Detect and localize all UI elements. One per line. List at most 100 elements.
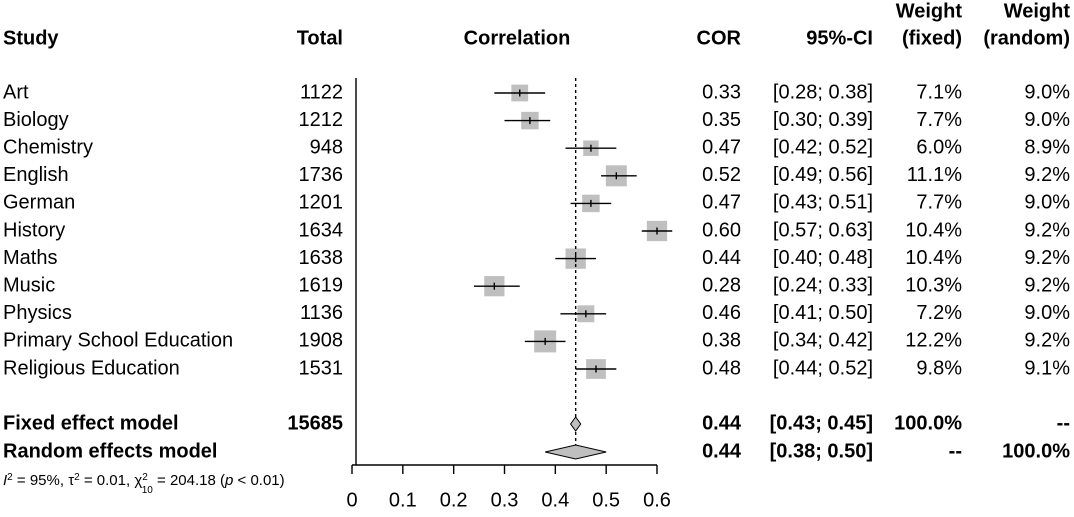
study-total: 1531 [299, 357, 344, 379]
i2-value: = 95%, [13, 472, 68, 489]
study-total: 1212 [299, 109, 344, 131]
table-row: English 1736 0.52 [0.49; 0.56] 11.1% 9.2% [3, 164, 1070, 186]
study-total: 1122 [300, 81, 343, 103]
table-row: History 1634 0.60 [0.57; 0.63] 10.4% 9.2% [3, 219, 1070, 241]
summary-weight-fixed: -- [949, 440, 962, 462]
x-tick-label: 0.6 [643, 489, 671, 511]
study-name: Primary School Education [3, 330, 233, 352]
summary-row: Fixed effect model 15685 0.44 [0.43; 0.45] 1… [3, 412, 1070, 434]
summary-ci: [0.38; 0.50] [770, 440, 873, 462]
study-weight-random: 9.0% [1024, 302, 1070, 324]
study-weight-fixed: 7.1% [916, 81, 962, 103]
study-ci: [0.34; 0.42] [773, 330, 873, 352]
x-axis: 0 0.1 0.2 0.3 0.4 0.5 0.6 [346, 464, 671, 511]
study-ci: [0.41; 0.50] [773, 302, 873, 324]
study-weight-fixed: 6.0% [916, 136, 962, 158]
study-total: 1136 [300, 302, 343, 324]
study-cor: 0.52 [702, 164, 741, 186]
study-weight-random: 9.0% [1024, 109, 1070, 131]
study-cor: 0.28 [702, 274, 741, 296]
study-weight-random: 9.2% [1024, 219, 1070, 241]
p-value: < 0.01) [233, 472, 284, 489]
summary-diamond [569, 416, 582, 432]
header-correlation: Correlation [464, 27, 571, 49]
study-weight-fixed: 11.1% [907, 164, 962, 186]
header-weight-fixed-2: (fixed) [902, 27, 962, 49]
study-total: 1736 [299, 164, 344, 186]
study-cor: 0.35 [702, 109, 741, 131]
chi2-superscript: 2 [142, 472, 148, 483]
tau2-value: = 0.01, [80, 472, 135, 489]
p-symbol: p [224, 472, 233, 489]
table-row: Maths 1638 0.44 [0.40; 0.48] 10.4% 9.2% [3, 247, 1070, 269]
summary-weight-random: 100.0% [1002, 440, 1070, 462]
table-row: Biology 1212 0.35 [0.30; 0.39] 7.7% 9.0% [3, 109, 1070, 131]
table-row: Religious Education 1531 0.48 [0.44; 0.52] 9… [3, 357, 1070, 379]
study-ci: [0.30; 0.39] [773, 109, 873, 131]
study-total: 1201 [299, 192, 344, 214]
x-tick-label: 0.3 [491, 489, 519, 511]
study-weight-fixed: 12.2% [905, 330, 962, 352]
study-weight-random: 9.2% [1024, 274, 1070, 296]
study-cor: 0.47 [702, 136, 741, 158]
study-weight-fixed: 10.3% [905, 274, 962, 296]
study-weight-fixed: 7.2% [916, 302, 962, 324]
table-row: Art 1122 0.33 [0.28; 0.38] 7.1% 9.0% [3, 81, 1070, 103]
study-name: Art [3, 81, 29, 103]
x-tick-label: 0.2 [440, 489, 468, 511]
study-ci: [0.49; 0.56] [773, 164, 873, 186]
summary-row: Random effects model 0.44 [0.38; 0.50] -- 10… [3, 440, 1070, 462]
study-weight-fixed: 10.4% [905, 247, 962, 269]
heterogeneity-stats: I2 = 95%, τ2 = 0.01, χ2 10 = 204.18 (p < … [3, 472, 285, 497]
study-cor: 0.44 [702, 247, 741, 269]
column-headers: Study Total Correlation COR 95%-CI Weight (fix… [3, 0, 1070, 49]
study-weight-random: 9.1% [1024, 357, 1070, 379]
summary-cor: 0.44 [702, 440, 742, 462]
study-ci: [0.57; 0.63] [773, 219, 873, 241]
study-total: 1634 [299, 219, 344, 241]
tau2-symbol: τ [68, 472, 74, 489]
study-name: Physics [3, 302, 72, 324]
i2-superscript: 2 [7, 472, 13, 483]
study-weight-fixed: 10.4% [905, 219, 962, 241]
tau2-superscript: 2 [74, 472, 80, 483]
study-weight-random: 9.0% [1024, 192, 1070, 214]
summary-diamond [545, 444, 607, 460]
study-name: History [3, 219, 65, 241]
header-weight-fixed-1: Weight [896, 0, 963, 22]
chi2-symbol: χ [134, 472, 142, 489]
study-cor: 0.60 [702, 219, 741, 241]
study-name: Music [3, 274, 55, 296]
chi2-value: = 204.18 ( [153, 472, 225, 489]
study-ci: [0.28; 0.38] [773, 81, 873, 103]
study-name: English [3, 164, 69, 186]
summary-rows: Fixed effect model 15685 0.44 [0.43; 0.45] 1… [3, 412, 1070, 462]
study-name: Maths [3, 247, 57, 269]
study-weight-random: 9.2% [1024, 247, 1070, 269]
study-cor: 0.46 [702, 302, 741, 324]
study-rows: Art 1122 0.33 [0.28; 0.38] 7.1% 9.0% Biology 12… [3, 81, 1070, 379]
study-total: 948 [310, 136, 343, 158]
summary-weight-random: -- [1057, 412, 1070, 434]
study-weight-fixed: 9.8% [916, 357, 962, 379]
header-weight-random-2: (random) [983, 27, 1070, 49]
study-ci: [0.43; 0.51] [773, 192, 873, 214]
study-cor: 0.38 [702, 330, 741, 352]
study-weight-random: 9.2% [1024, 164, 1070, 186]
study-cor: 0.33 [702, 81, 741, 103]
study-name: German [3, 192, 75, 214]
study-ci: [0.40; 0.48] [773, 247, 873, 269]
header-total: Total [297, 27, 343, 49]
table-row: Chemistry 948 0.47 [0.42; 0.52] 6.0% 8.9% [3, 136, 1070, 158]
x-tick-label: 0.1 [389, 489, 417, 511]
study-weight-fixed: 7.7% [916, 192, 962, 214]
summary-ci: [0.43; 0.45] [770, 412, 873, 434]
table-row: Physics 1136 0.46 [0.41; 0.50] 7.2% 9.0% [3, 302, 1070, 324]
study-name: Biology [3, 109, 69, 131]
header-weight-random-1: Weight [1004, 0, 1071, 22]
study-weight-random: 8.9% [1024, 136, 1070, 158]
study-weight-fixed: 7.7% [916, 109, 962, 131]
summary-total: 15685 [287, 412, 343, 434]
i2-symbol: I [3, 472, 7, 489]
plot-marks [355, 78, 673, 465]
